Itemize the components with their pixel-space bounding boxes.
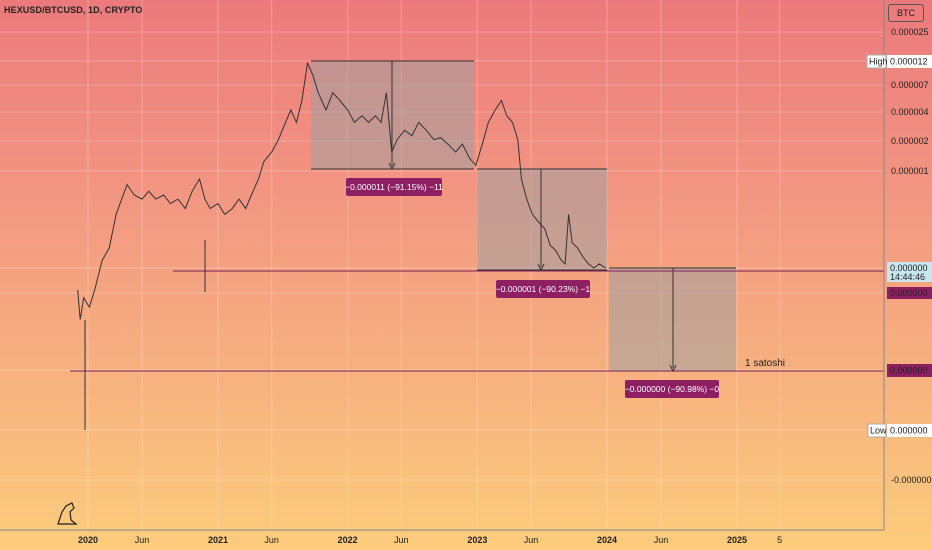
one-satoshi-label: 1 satoshi xyxy=(745,358,785,369)
date-tick-label: 2021 xyxy=(208,535,228,545)
measure-label-bg xyxy=(346,178,442,196)
countdown: 14:44:46 xyxy=(890,272,925,282)
high-tag: High xyxy=(869,57,888,67)
price-tick-label: 0.000001 xyxy=(891,166,929,176)
time-axis: 2020 Jun 2021 Jun 2022 Jun 2023 Jun 2024 Jun 2025 5 xyxy=(0,529,884,545)
currency-badge[interactable]: BTC xyxy=(888,4,924,22)
date-tick-label: 2020 xyxy=(78,535,98,545)
high-tag-bg xyxy=(866,54,887,69)
date-tick-label: 2022 xyxy=(338,535,358,545)
low-value: 0.000000 xyxy=(890,426,928,436)
one-satoshi-value: 0.000000 xyxy=(890,366,928,376)
measurement-boxes xyxy=(311,60,736,373)
measure-arrow-head xyxy=(388,162,396,171)
price-axis: 0.000025 0.000012 0.000007 0.000004 0.000002… xyxy=(866,0,932,530)
measure-box xyxy=(477,169,607,270)
price-tick-label: 0.000004 xyxy=(891,107,929,117)
date-tick-label: Jun xyxy=(654,535,669,545)
date-tick-label: 2025 xyxy=(727,535,747,545)
price-series xyxy=(77,61,606,430)
satoshi-value-bg xyxy=(887,364,932,377)
date-tick-label: Jun xyxy=(135,535,150,545)
low-tag: Low xyxy=(870,426,887,436)
date-tick-label: Jun xyxy=(264,535,279,545)
measure-label-bg xyxy=(625,380,719,398)
date-tick-label: 2024 xyxy=(597,535,617,545)
line-value-bg xyxy=(887,287,932,299)
price-tick-label: -0.000000 xyxy=(891,475,932,485)
price-tick-label: 0.000002 xyxy=(891,136,929,146)
horizontal-lines: 1 satoshi xyxy=(70,270,884,372)
date-tick-label: Jun xyxy=(524,535,539,545)
tradingview-logo-icon xyxy=(57,502,78,525)
measure-arrow-head xyxy=(537,263,545,272)
logo-shape xyxy=(57,502,78,525)
high-value-bg xyxy=(887,55,932,68)
price-tick-label: 0.000007 xyxy=(891,80,929,90)
date-tick-label: 2023 xyxy=(467,535,487,545)
date-tick-label: 5 xyxy=(777,535,782,545)
low-value-bg xyxy=(887,424,932,437)
low-tag-bg xyxy=(867,423,887,438)
measure-label: −0.000000 (−90.98%) −0 xyxy=(625,384,720,394)
measure-label: −0.000001 (−90.23%) −1 xyxy=(496,284,591,294)
price-tick-label: 0.000025 xyxy=(891,27,929,37)
date-tick-label: Jun xyxy=(394,535,409,545)
support-line-value: 0.000000 xyxy=(890,288,928,298)
measure-label-bg xyxy=(496,280,590,298)
current-price-bg xyxy=(887,262,932,282)
current-price: 0.000000 xyxy=(890,263,928,273)
measure-label: −0.000011 (−91.15%) −11 xyxy=(345,182,443,192)
measurement-annotations: −0.000011 (−91.15%) −11 −0.000001 (−90.23… xyxy=(345,178,719,398)
chart-symbol-title: HEXUSD/BTCUSD, 1D, CRYPTO xyxy=(4,5,143,15)
price-line xyxy=(77,61,606,320)
high-value: 0.000012 xyxy=(890,57,928,67)
